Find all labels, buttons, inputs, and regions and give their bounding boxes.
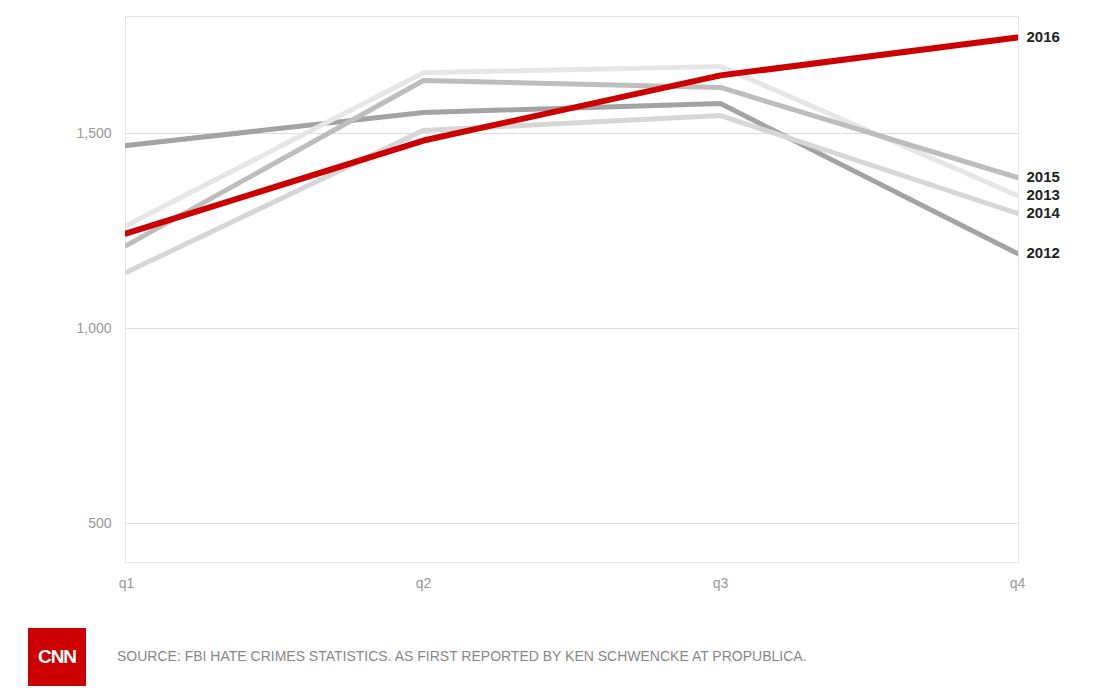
- svg-text:1,000: 1,000: [76, 320, 111, 336]
- html-text:SOURCE: FBI HATE CRIMES STATIS: SOURCE: FBI HATE CRIMES STATISTICS. AS F…: [117, 648, 807, 664]
- svg-text:q2: q2: [416, 575, 432, 591]
- svg-text:2014: 2014: [1027, 204, 1061, 221]
- svg-text:q3: q3: [713, 575, 729, 591]
- svg-text:q1: q1: [119, 575, 135, 591]
- svg-text:500: 500: [88, 515, 112, 531]
- svg-text:2013: 2013: [1027, 186, 1060, 203]
- svg-text:2015: 2015: [1027, 168, 1060, 185]
- svg-text:2016: 2016: [1027, 28, 1060, 45]
- svg-text:q4: q4: [1010, 575, 1026, 591]
- html-text:CNN: CNN: [37, 646, 77, 667]
- svg-text:2012: 2012: [1027, 244, 1060, 261]
- svg-text:1,500: 1,500: [76, 125, 111, 141]
